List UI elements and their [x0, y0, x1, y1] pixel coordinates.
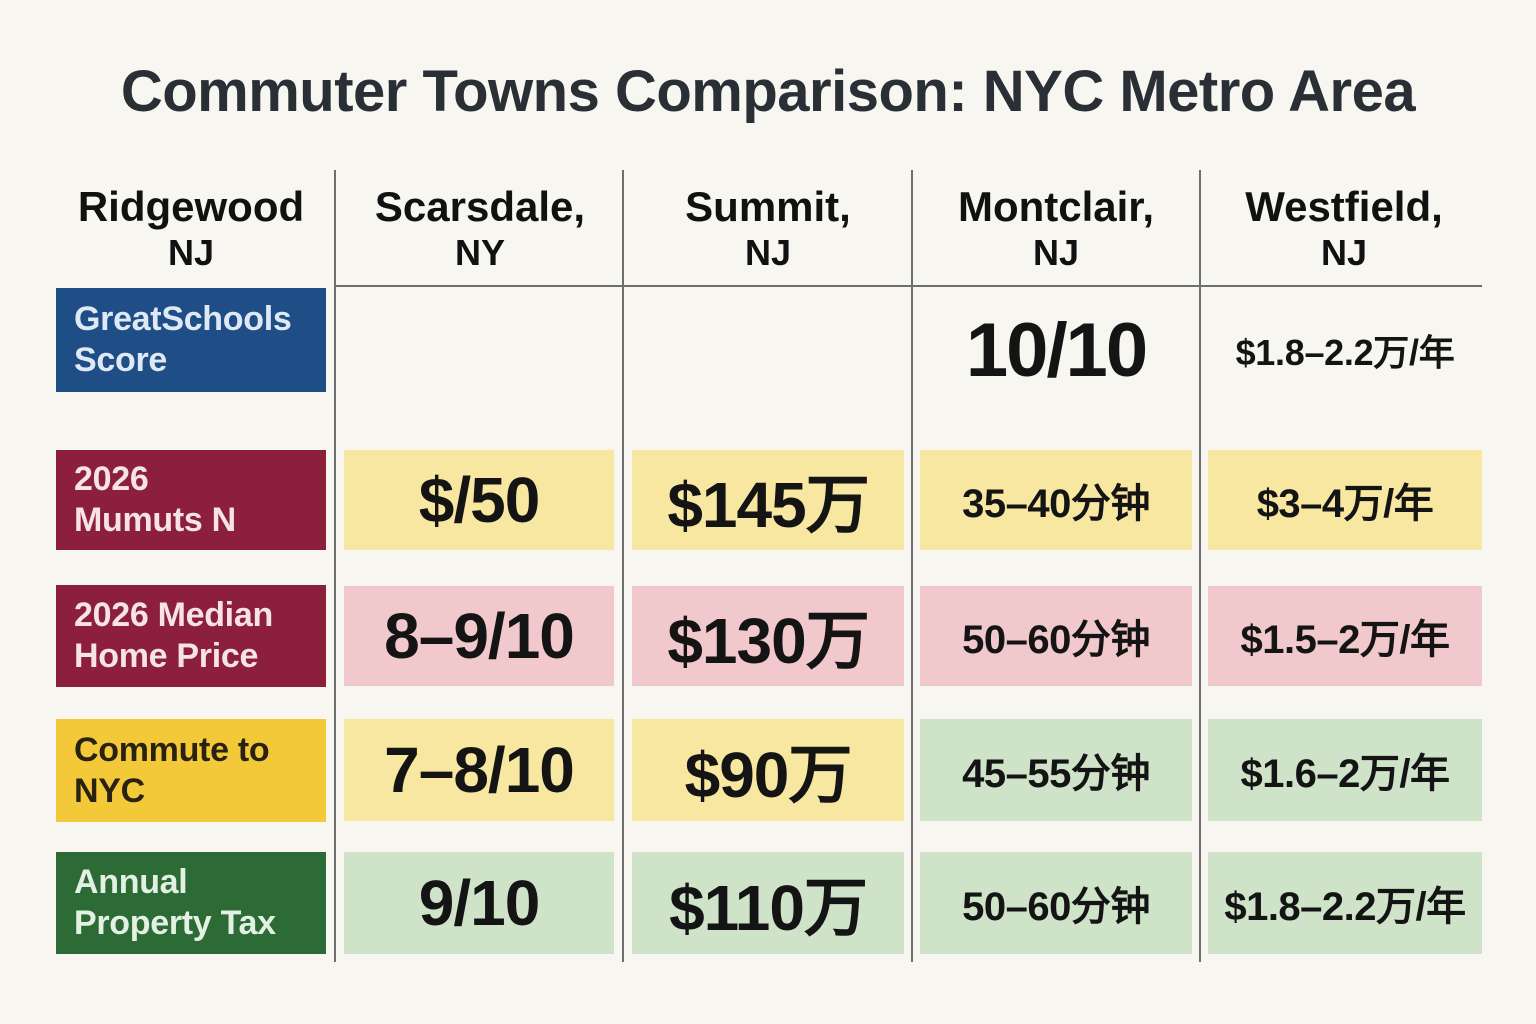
row-label-line: GreatSchools [74, 300, 292, 338]
column-header-name: Summit, [685, 183, 851, 230]
table-cell: $1.5–2万/年 [1208, 586, 1482, 686]
row-label-line: Mumuts N [74, 501, 236, 539]
table-cell: 10/10 [965, 307, 1148, 393]
row-label-2026: 2026 Mumuts N [56, 450, 326, 550]
column-divider [1199, 170, 1201, 962]
column-header-state: NJ [1032, 232, 1080, 273]
column-header-montclair: Montclair, NJ [914, 184, 1198, 276]
table-cell: $145万 [632, 450, 904, 550]
row-label-line: 2026 Median [74, 596, 273, 634]
column-header-summit: Summit, NJ [626, 184, 910, 276]
row-label-commute: Commute to NYC [56, 719, 326, 822]
table-cell: 45–55分钟 [920, 719, 1192, 821]
column-header-westfield: Westfield, NJ [1202, 184, 1486, 276]
table-cell: $110万 [632, 852, 904, 954]
row-label-line: Score [74, 341, 167, 379]
table-cell: 50–60分钟 [920, 586, 1192, 686]
column-header-name: Scarsdale, [374, 183, 586, 230]
table-cell: $130万 [632, 586, 904, 686]
table-cell: $/50 [344, 450, 614, 550]
header-divider [336, 285, 1482, 287]
column-divider [622, 170, 624, 962]
column-header-state: NJ [1320, 232, 1368, 273]
table-cell: $1.8–2.2万/年 [1208, 852, 1482, 954]
table-cell: 9/10 [344, 852, 614, 954]
column-header-state: NY [454, 232, 505, 273]
column-header-name: Ridgewood [77, 183, 305, 230]
table-cell: $90万 [632, 719, 904, 821]
row-label-property-tax: Annual Property Tax [56, 852, 326, 954]
row-label-line: NYC [74, 771, 145, 810]
column-header-ridgewood: Ridgewood NJ [56, 184, 326, 276]
row-label-greatschools: GreatSchools Score [56, 288, 326, 392]
row-label-line: Commute to [74, 730, 270, 769]
table-cell: $1.6–2万/年 [1208, 719, 1482, 821]
row-label-line: Property Tax [74, 904, 276, 942]
table-cell: 35–40分钟 [920, 450, 1192, 550]
column-header-state: NJ [167, 232, 215, 273]
column-header-name: Montclair, [957, 183, 1155, 230]
table-cell: $1.8–2.2万/年 [1235, 332, 1455, 373]
column-header-name: Westfield, [1245, 183, 1443, 230]
table-cell: 7–8/10 [344, 719, 614, 821]
page-title: Commuter Towns Comparison: NYC Metro Are… [120, 59, 1416, 124]
column-header-state: NJ [744, 232, 792, 273]
column-header-scarsdale: Scarsdale, NY [338, 184, 622, 276]
row-label-median-home-price: 2026 Median Home Price [56, 585, 326, 687]
table-cell: 50–60分钟 [920, 852, 1192, 954]
table-cell: 8–9/10 [344, 586, 614, 686]
column-divider [334, 170, 336, 962]
column-divider [911, 170, 913, 962]
row-label-line: Annual [74, 863, 188, 901]
table-cell: $3–4万/年 [1208, 450, 1482, 550]
row-label-line: Home Price [74, 637, 259, 675]
row-label-line: 2026 [74, 460, 149, 498]
